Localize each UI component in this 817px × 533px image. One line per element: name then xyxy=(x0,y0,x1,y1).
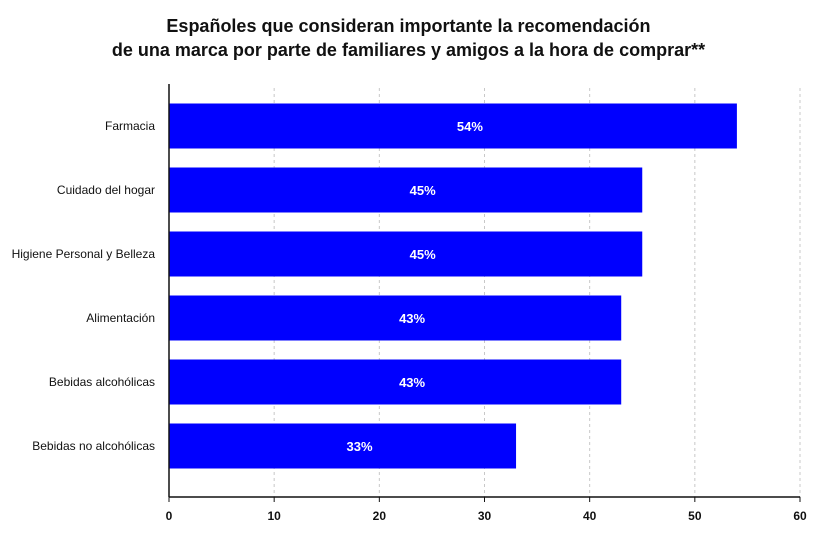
x-tick-label-50: 50 xyxy=(688,509,702,523)
category-label-3: Alimentación xyxy=(86,311,155,325)
bar-1 xyxy=(169,167,643,213)
category-label-0: Farmacia xyxy=(105,119,155,133)
bar-0 xyxy=(169,103,737,149)
bar-4 xyxy=(169,359,622,405)
category-label-1: Cuidado del hogar xyxy=(57,183,155,197)
x-tick-label-30: 30 xyxy=(478,509,492,523)
chart-title-line-1: Españoles que consideran importante la r… xyxy=(166,16,651,36)
bar-2 xyxy=(169,231,643,277)
chart-title-line-2: de una marca por parte de familiares y a… xyxy=(111,40,706,60)
category-label-5: Bebidas no alcohólicas xyxy=(32,439,155,453)
data-label-3: 43% xyxy=(399,311,425,326)
chart-title: Españoles que consideran importante la r… xyxy=(0,14,817,62)
data-label-4: 43% xyxy=(399,375,425,390)
bar-3 xyxy=(169,295,622,341)
data-label-1: 45% xyxy=(410,183,436,198)
x-tick-label-40: 40 xyxy=(583,509,597,523)
data-label-2: 45% xyxy=(410,247,436,262)
x-tick-label-60: 60 xyxy=(793,509,807,523)
data-label-0: 54% xyxy=(457,119,483,134)
x-tick-label-0: 0 xyxy=(166,509,173,523)
bar-5 xyxy=(169,423,517,469)
category-label-2: Higiene Personal y Belleza xyxy=(12,247,156,261)
category-label-4: Bebidas alcohólicas xyxy=(49,375,155,389)
x-tick-label-20: 20 xyxy=(373,509,387,523)
x-tick-label-10: 10 xyxy=(267,509,281,523)
data-label-5: 33% xyxy=(347,439,373,454)
